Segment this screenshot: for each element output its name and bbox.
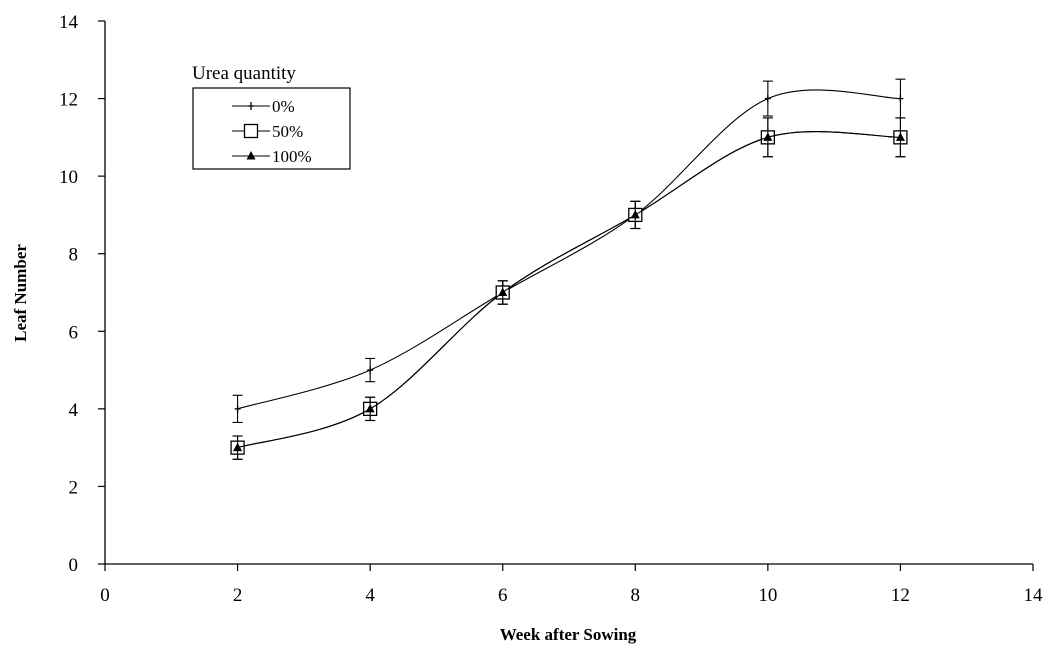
y-tick-label: 10 [59,167,78,188]
tick-labels: 0 2 4 6 8 10 12 14 0 2 4 6 8 10 12 14 [59,12,1043,606]
x-tick-label: 6 [498,585,508,606]
data-point [234,404,241,413]
x-tick-label: 0 [100,585,110,606]
x-tick-label: 10 [758,585,777,606]
series-line [237,131,901,449]
legend-item: 100% [232,147,312,166]
y-tick-label: 14 [59,12,79,33]
legend-box [192,87,351,170]
x-tick-label: 4 [365,585,375,606]
y-tick-label: 0 [69,555,79,576]
legend-label: 0% [272,97,295,116]
legend-item: 50% [232,122,303,141]
y-tick-label: 2 [69,477,79,498]
series-3 [232,117,906,460]
y-tick-label: 6 [69,322,79,343]
data-point [897,94,904,103]
data-point [365,403,375,413]
y-axis-title: Leaf Number [11,244,30,342]
y-tick-label: 12 [59,90,78,111]
x-tick-label: 12 [891,585,910,606]
x-tick-label: 2 [233,585,243,606]
axes [98,20,1034,571]
series-line [237,89,901,410]
series-line [237,131,901,449]
x-tick-label: 8 [631,585,641,606]
legend-items: 0% 50% 100% [232,97,312,166]
legend-title: Urea quantity [192,63,296,84]
y-tick-label: 8 [69,245,79,266]
legend-marker [246,151,256,160]
legend-item: 0% [232,97,295,116]
legend-label: 100% [272,147,312,166]
series-group [230,78,908,460]
data-point [895,132,905,141]
data-point [367,366,374,375]
legend-marker [248,102,254,110]
data-point [763,132,773,141]
x-tick-label: 14 [1024,585,1044,606]
data-point [233,442,243,452]
y-tick-label: 4 [69,400,79,421]
data-point [498,287,508,296]
data-point [630,209,640,219]
x-axis-title: Week after Sowing [500,625,637,644]
legend-label: 50% [272,122,303,141]
data-point [764,94,771,103]
legend: Urea quantity 0% 50% 100% [192,63,351,170]
legend-marker [243,123,259,139]
